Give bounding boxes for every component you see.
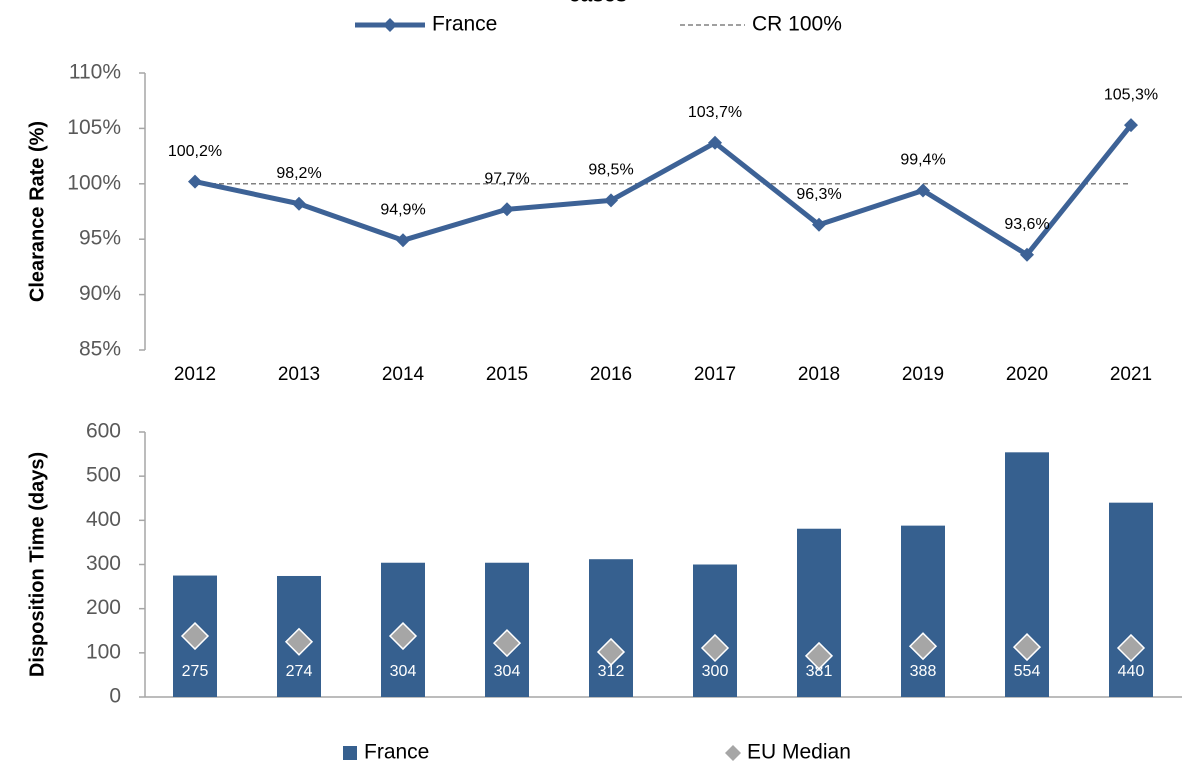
y-tick-label: 90%: [79, 282, 121, 305]
data-label: 304: [494, 663, 521, 680]
line: [194, 123, 1133, 258]
point: [388, 621, 418, 651]
point: [708, 135, 722, 150]
point: [908, 632, 938, 661]
data-label: 275: [182, 663, 209, 680]
bar: [693, 564, 737, 697]
y-tick-label: 0: [109, 685, 121, 708]
data-label: 93,6%: [1004, 216, 1049, 233]
data-label: 304: [390, 663, 417, 680]
point: [916, 183, 930, 198]
x-tick-label: 2016: [590, 364, 632, 385]
point: [596, 637, 626, 667]
x-tick-label: 2020: [1006, 364, 1048, 385]
legend-marker: [383, 18, 397, 32]
x-tick-label: 2021: [1110, 364, 1152, 385]
point: [812, 217, 826, 232]
legend-label: EU Median: [747, 741, 851, 764]
data-label: 98,2%: [276, 165, 321, 182]
point: [804, 641, 834, 670]
legend-label: France: [364, 741, 429, 764]
data-label: 103,7%: [688, 104, 742, 121]
point: [180, 621, 210, 651]
point: [292, 196, 306, 211]
data-label: 440: [1118, 663, 1145, 680]
y-tick-label: 400: [86, 508, 121, 531]
y-tick-label: 500: [86, 464, 121, 487]
y-axis-title: Clearance Rate (%): [26, 121, 48, 302]
data-label: 554: [1014, 663, 1041, 680]
bar: [1109, 502, 1153, 697]
point: [492, 629, 522, 658]
y-tick-label: 100%: [67, 171, 121, 194]
y-tick-label: 200: [86, 596, 121, 619]
x-tick-label: 2013: [278, 364, 320, 385]
data-label: 99,4%: [900, 152, 945, 169]
y-tick-label: 300: [86, 552, 121, 575]
point: [604, 193, 618, 208]
data-label: 388: [910, 663, 937, 680]
data-label: 300: [702, 663, 729, 680]
y-tick-label: 105%: [67, 116, 121, 139]
x-tick-label: 2017: [694, 364, 736, 385]
point: [700, 633, 730, 663]
point: [1124, 118, 1138, 133]
legend-label: France: [432, 13, 497, 36]
x-tick-label: 2019: [902, 364, 944, 385]
legend-label: CR 100%: [752, 13, 842, 36]
data-label: 98,5%: [588, 162, 633, 179]
data-label: 105,3%: [1104, 86, 1158, 103]
y-tick-label: 95%: [79, 227, 121, 250]
data-label: 274: [286, 663, 313, 680]
bar: [901, 525, 945, 697]
data-label: 312: [598, 663, 625, 680]
point: [500, 202, 514, 217]
legend-swatch: [343, 746, 357, 760]
x-tick-label: 2018: [798, 364, 840, 385]
y-tick-label: 85%: [79, 338, 121, 361]
bar: [589, 559, 633, 697]
point: [284, 627, 314, 656]
x-tick-label: 2014: [382, 364, 425, 385]
x-tick-label: 2012: [174, 364, 216, 385]
y-axis-title: Disposition Time (days): [26, 452, 48, 677]
point: [188, 174, 202, 189]
point: [1012, 633, 1042, 662]
y-tick-label: 100: [86, 640, 121, 663]
data-label: 96,3%: [796, 186, 841, 203]
point: [1116, 633, 1146, 663]
x-tick-label: 2015: [486, 364, 528, 385]
data-label: 381: [806, 663, 833, 680]
y-tick-label: 110%: [69, 61, 121, 84]
point: [1020, 247, 1034, 262]
data-label: 94,9%: [380, 202, 425, 219]
point: [396, 233, 410, 248]
y-tick-label: 600: [86, 420, 121, 443]
data-label: 97,7%: [484, 171, 529, 188]
chart-title: cases: [569, 0, 627, 7]
legend-swatch: [725, 745, 741, 761]
data-label: 100,2%: [168, 143, 222, 160]
